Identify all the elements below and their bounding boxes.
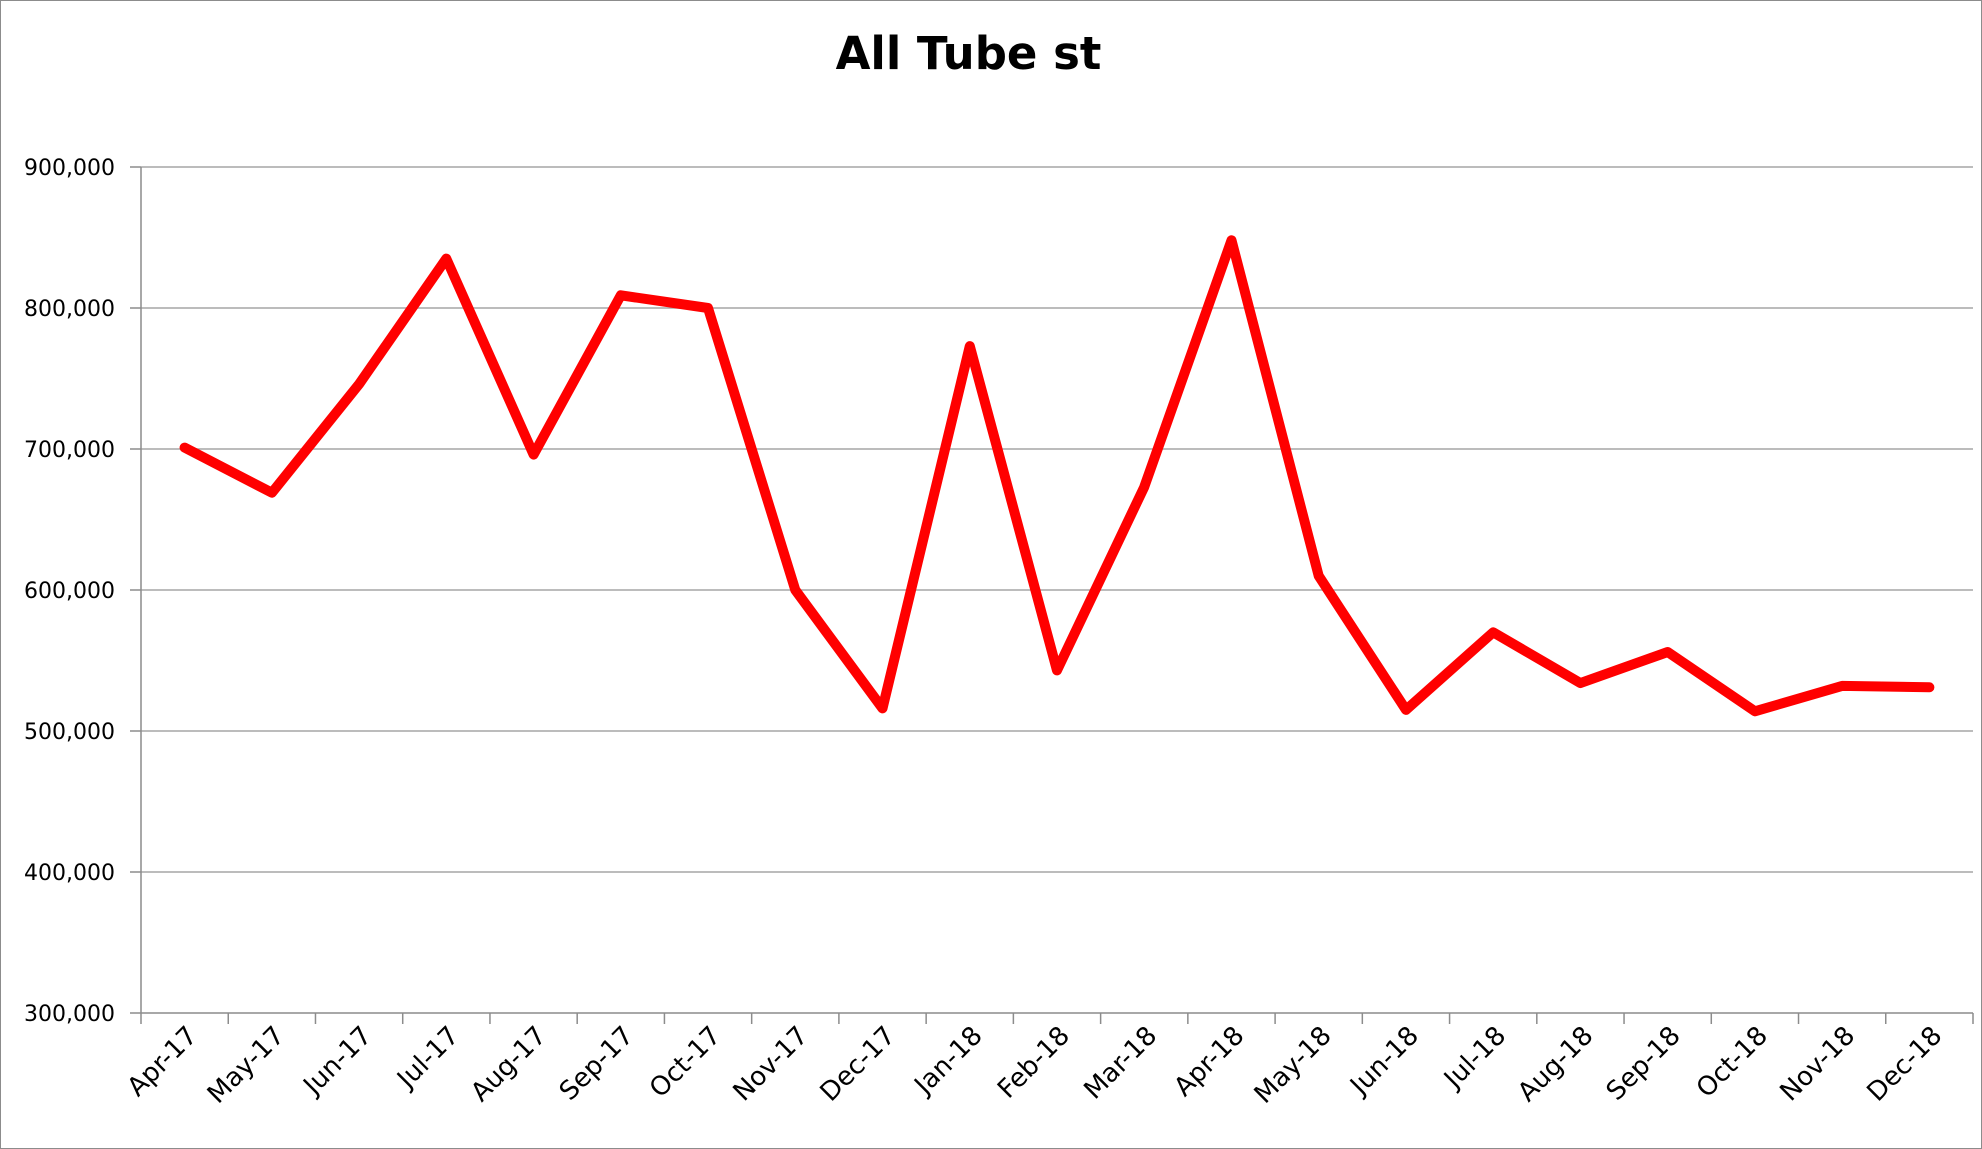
data-point [620, 294, 622, 296]
y-tick-label: 900,000 [24, 156, 115, 181]
y-tick-label: 700,000 [24, 438, 115, 463]
data-point [1405, 709, 1407, 711]
x-tick-label: Dec-18 [1862, 1021, 1949, 1108]
x-tick-label: Nov-17 [728, 1021, 815, 1108]
x-tick-label: Jun-17 [297, 1021, 378, 1102]
x-tick-label: May-18 [1249, 1021, 1338, 1110]
data-point [271, 492, 273, 494]
x-tick-label: Aug-18 [1512, 1021, 1599, 1108]
x-tick-label: Jan-18 [908, 1021, 989, 1102]
data-point [969, 345, 971, 347]
data-point [882, 707, 884, 709]
data-point [794, 589, 796, 591]
data-point [1230, 239, 1232, 241]
series-line [179, 235, 1935, 717]
x-tick-label: Apr-17 [122, 1021, 204, 1103]
data-point [445, 258, 447, 260]
x-tick-label: Jun-18 [1344, 1021, 1425, 1102]
x-tick-label: Dec-17 [815, 1021, 902, 1108]
data-point [184, 447, 186, 449]
y-tick-label: 600,000 [24, 579, 115, 604]
data-point [533, 454, 535, 456]
data-point [1841, 685, 1843, 687]
y-tick-label: 400,000 [24, 861, 115, 886]
chart-title: All Tube st [835, 27, 1102, 80]
y-tick-label: 300,000 [24, 1002, 115, 1027]
data-point [1928, 686, 1930, 688]
data-point [1754, 710, 1756, 712]
x-tick-label: Nov-18 [1774, 1021, 1861, 1108]
data-point [1143, 486, 1145, 488]
data-point [1667, 651, 1669, 653]
x-tick-label: Oct-18 [1691, 1021, 1774, 1104]
x-tick-label: Sep-18 [1601, 1021, 1687, 1107]
x-tick-label: Mar-18 [1078, 1021, 1163, 1106]
x-tick-label: May-17 [202, 1021, 291, 1110]
x-tick-label: Jul-18 [1437, 1021, 1512, 1096]
y-tick-label: 500,000 [24, 720, 115, 745]
x-tick-label: Jul-17 [390, 1021, 465, 1096]
x-tick-label: Sep-17 [554, 1021, 640, 1107]
x-tick-label: Aug-17 [465, 1021, 552, 1108]
y-tick-label: 800,000 [24, 297, 115, 322]
data-point [1579, 682, 1581, 684]
data-point [358, 383, 360, 385]
x-tick-label: Oct-17 [644, 1021, 727, 1104]
x-tick-label: Feb-18 [992, 1021, 1076, 1105]
x-tick-label: Apr-18 [1169, 1021, 1251, 1103]
data-point [707, 307, 709, 309]
data-point [1318, 575, 1320, 577]
data-point [1056, 669, 1058, 671]
data-point [1492, 631, 1494, 633]
